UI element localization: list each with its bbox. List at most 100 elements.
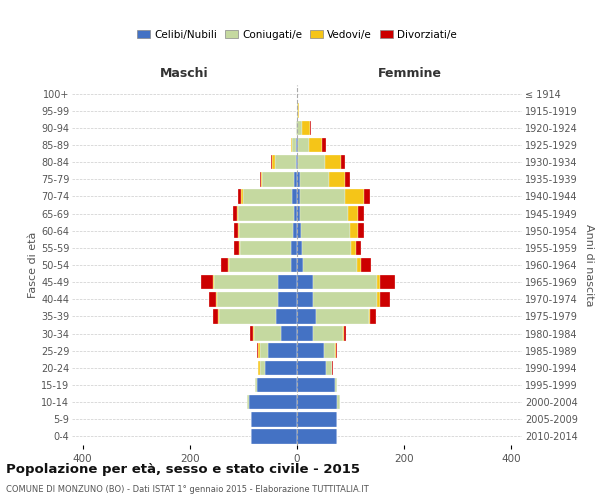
Bar [281, 326, 297, 341]
Bar [249, 395, 297, 409]
Bar [295, 206, 297, 221]
Bar [275, 155, 296, 170]
Bar [293, 224, 297, 238]
Bar [341, 155, 345, 170]
Bar [239, 224, 293, 238]
Bar [238, 224, 239, 238]
Bar [345, 189, 364, 204]
Bar [259, 360, 260, 375]
Bar [325, 155, 341, 170]
Bar [239, 240, 290, 255]
Bar [292, 138, 296, 152]
Bar [361, 258, 371, 272]
Bar [297, 120, 302, 135]
Bar [213, 275, 214, 289]
Bar [343, 326, 344, 341]
Bar [297, 326, 313, 341]
Bar [297, 155, 298, 170]
Text: COMUNE DI MONZUNO (BO) - Dati ISTAT 1° gennaio 2015 - Elaborazione TUTTITALIA.IT: COMUNE DI MONZUNO (BO) - Dati ISTAT 1° g… [6, 486, 369, 494]
Bar [297, 104, 298, 118]
Bar [257, 378, 297, 392]
Bar [250, 326, 253, 341]
Bar [238, 206, 295, 221]
Bar [297, 412, 337, 426]
Bar [297, 360, 326, 375]
Bar [260, 344, 268, 358]
Bar [302, 120, 310, 135]
Bar [251, 412, 297, 426]
Bar [297, 378, 335, 392]
Bar [215, 292, 217, 306]
Bar [309, 138, 322, 152]
Bar [275, 309, 297, 324]
Bar [292, 189, 297, 204]
Bar [217, 292, 278, 306]
Bar [301, 224, 349, 238]
Bar [271, 155, 272, 170]
Bar [322, 138, 326, 152]
Bar [297, 309, 316, 324]
Bar [297, 395, 337, 409]
Bar [344, 326, 346, 341]
Bar [214, 275, 278, 289]
Bar [345, 172, 349, 186]
Bar [297, 344, 324, 358]
Bar [265, 360, 297, 375]
Bar [209, 292, 215, 306]
Bar [297, 138, 298, 152]
Bar [313, 275, 377, 289]
Bar [349, 224, 358, 238]
Bar [377, 275, 380, 289]
Y-axis label: Anni di nascita: Anni di nascita [584, 224, 595, 306]
Bar [337, 395, 340, 409]
Bar [247, 395, 249, 409]
Bar [298, 155, 325, 170]
Bar [290, 240, 297, 255]
Bar [299, 206, 348, 221]
Bar [296, 120, 297, 135]
Bar [253, 326, 254, 341]
Bar [380, 292, 389, 306]
Bar [234, 224, 238, 238]
Bar [278, 292, 297, 306]
Text: Maschi: Maschi [160, 67, 209, 80]
Bar [310, 120, 311, 135]
Bar [377, 292, 380, 306]
Bar [233, 206, 237, 221]
Bar [332, 360, 333, 375]
Bar [348, 206, 358, 221]
Bar [299, 189, 345, 204]
Bar [356, 240, 361, 255]
Bar [350, 240, 356, 255]
Bar [251, 429, 297, 444]
Bar [297, 292, 313, 306]
Bar [370, 309, 376, 324]
Bar [297, 258, 304, 272]
Bar [260, 360, 265, 375]
Bar [290, 138, 292, 152]
Bar [296, 138, 297, 152]
Bar [302, 240, 350, 255]
Bar [299, 172, 329, 186]
Text: Popolazione per età, sesso e stato civile - 2015: Popolazione per età, sesso e stato civil… [6, 462, 360, 475]
Bar [295, 172, 297, 186]
Bar [229, 258, 290, 272]
Bar [313, 292, 377, 306]
Bar [297, 429, 337, 444]
Bar [326, 360, 332, 375]
Bar [297, 240, 302, 255]
Text: Femmine: Femmine [377, 67, 442, 80]
Bar [254, 326, 281, 341]
Bar [297, 172, 299, 186]
Bar [324, 344, 335, 358]
Bar [380, 275, 395, 289]
Bar [358, 224, 364, 238]
Bar [218, 309, 220, 324]
Bar [297, 275, 313, 289]
Bar [335, 378, 337, 392]
Bar [357, 258, 361, 272]
Bar [297, 206, 299, 221]
Bar [298, 138, 309, 152]
Bar [313, 326, 343, 341]
Bar [237, 206, 238, 221]
